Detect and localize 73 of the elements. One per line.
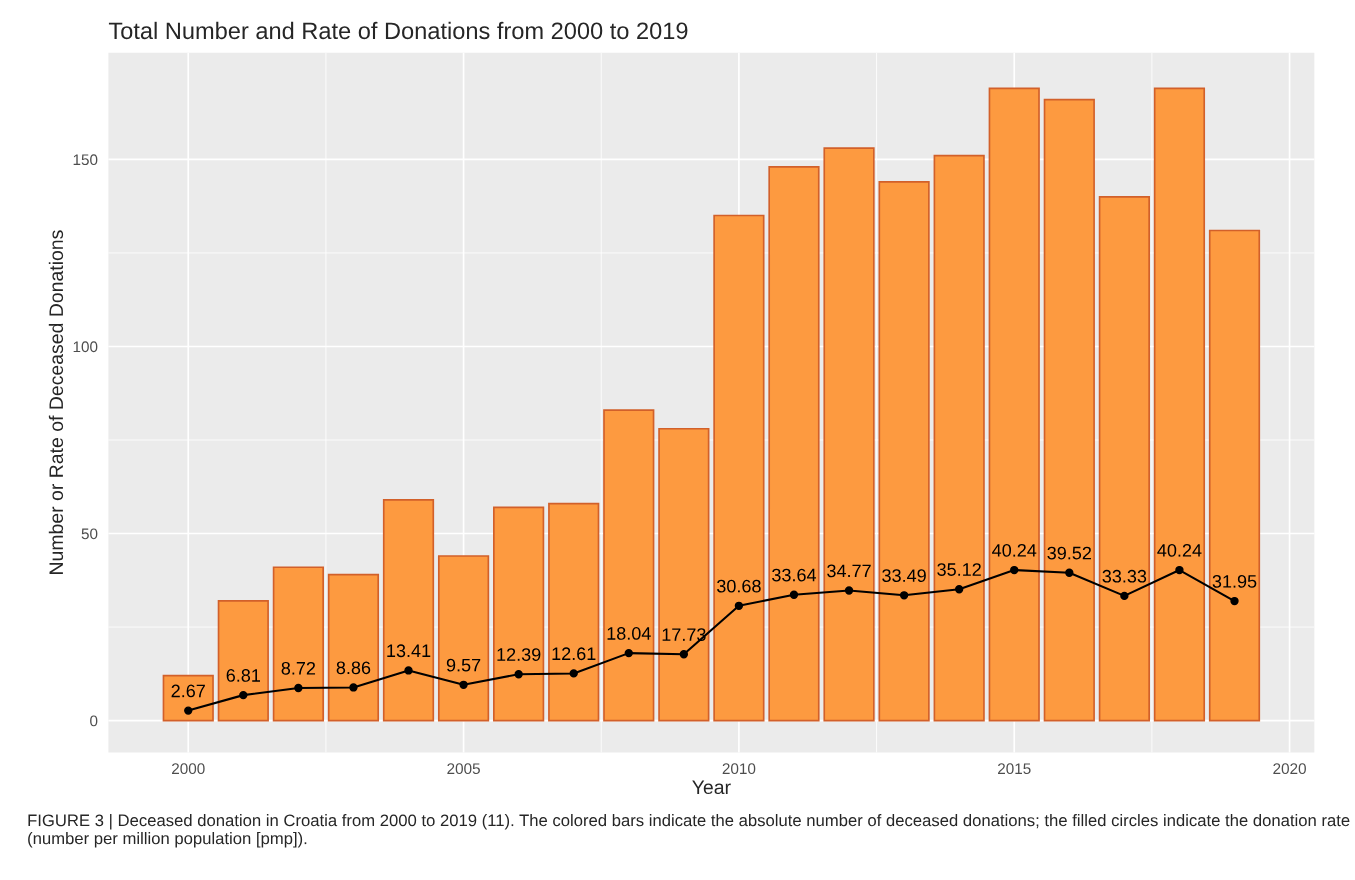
y-tick-label: 100 [73,341,98,353]
bar [768,166,820,722]
bar [437,555,490,722]
data-label: 18.04 [607,627,651,640]
point [899,591,909,600]
data-label: 39.52 [1047,546,1091,560]
point [679,650,689,659]
x-tick-label: 2015 [998,763,1031,775]
data-label: 33.64 [772,568,817,582]
data-label: 13.41 [387,644,431,658]
bar [1043,98,1095,722]
data-label: 30.68 [717,579,761,593]
bar [162,674,214,722]
bar [603,409,655,722]
y-tick-label: 150 [73,154,98,166]
bar [988,87,1040,722]
bar [548,502,600,722]
bar [272,566,324,722]
data-label: 31.95 [1212,574,1257,588]
point [294,683,303,693]
bar [1153,87,1206,722]
point [404,666,413,675]
x-tick-label: 2020 [1273,763,1306,775]
data-label: 8.86 [336,661,371,675]
point [459,680,468,689]
bar [327,573,380,722]
bar [382,499,435,722]
data-label: 8.72 [281,661,316,675]
data-label: 34.77 [827,564,871,578]
data-label: 17.73 [662,628,706,641]
caption: FIGURE 3 | Deceased donation in Croatia from 2000 to 2019 (11). The colored bars indicate the absolute number of deceased donations; the filled circles indicate the donation rate (number per million population [pmp]). [28,814,1350,848]
point [1120,591,1129,601]
y-tick-label: 0 [90,715,98,727]
point [184,706,193,715]
point [955,585,964,594]
x-axis-title: Year [692,780,731,795]
point [1230,596,1239,606]
data-label: 33.49 [882,569,926,583]
bar [1208,229,1261,722]
point [239,690,248,700]
data-label: 40.24 [992,543,1037,557]
bar [658,427,710,722]
x-tick-label: 2000 [172,763,205,775]
point [1065,568,1074,577]
point [844,586,854,595]
data-label: 12.61 [552,647,596,661]
data-label: 40.24 [1157,543,1202,557]
x-tick-label: 2010 [722,763,756,775]
bar [493,506,545,722]
data-label: 35.12 [937,563,981,576]
data-label: 2.67 [171,684,205,698]
bar [1098,196,1150,722]
data-label: 12.39 [497,648,541,661]
point [1010,565,1019,575]
data-label: 9.57 [446,658,481,672]
point [1175,565,1184,575]
bar [217,600,269,722]
y-axis-title: Number or Rate of Deceased Donations [48,230,64,574]
bar [713,214,765,722]
data-label: 33.33 [1102,569,1147,583]
point [569,669,578,678]
x-tick-label: 2005 [447,763,480,775]
bar [878,181,930,722]
point [789,590,799,599]
point [514,670,523,679]
y-tick-label: 50 [81,528,98,540]
point [734,601,744,610]
data-label: 6.81 [226,669,260,682]
chart-title: Total Number and Rate of Donations from 2000 to 2019 [108,21,688,40]
bar [933,154,985,722]
point [349,683,358,692]
point [624,648,633,658]
bar [823,147,875,722]
